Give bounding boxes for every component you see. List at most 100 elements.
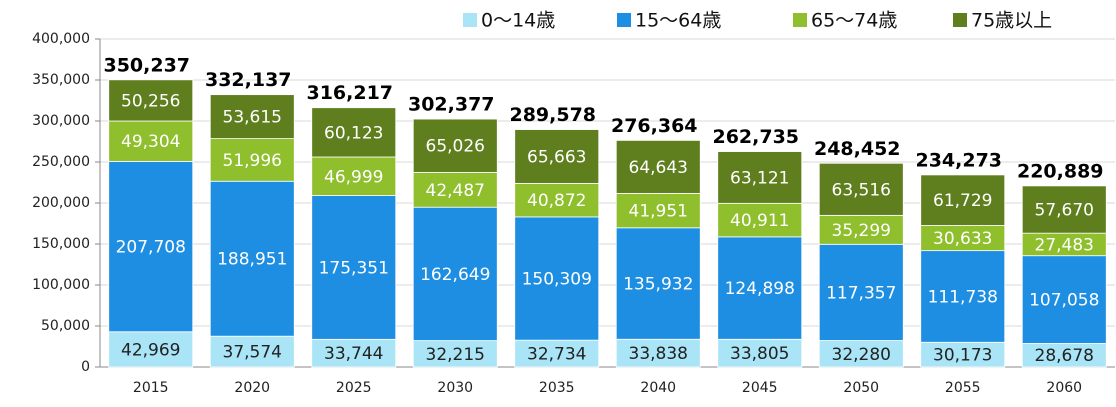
bar-segment: [818, 214, 904, 245]
bar-segment: [209, 94, 295, 140]
data-label: 61,729: [933, 191, 992, 211]
bar-segment: [311, 107, 397, 158]
total-label: 289,578: [509, 104, 596, 126]
bar-segment: [412, 118, 498, 173]
y-tick-label: 200,000: [32, 195, 90, 211]
data-label: 32,734: [527, 345, 586, 365]
bar-segment: [514, 129, 600, 184]
data-label: 35,299: [832, 221, 891, 241]
bar-segment: [717, 202, 803, 238]
total-label: 262,735: [712, 126, 799, 148]
data-label: 40,911: [730, 211, 789, 231]
data-label: 57,670: [1035, 201, 1094, 221]
y-tick-label: 0: [81, 359, 90, 375]
y-tick-label: 50,000: [41, 318, 90, 334]
data-label: 33,805: [730, 344, 789, 364]
y-tick-label: 150,000: [32, 236, 90, 252]
bar-segment: [412, 171, 498, 208]
bar-segment: [108, 161, 194, 333]
data-label: 40,872: [527, 191, 586, 211]
bar-segment: [209, 138, 295, 182]
bar-segment: [209, 180, 295, 337]
x-tick-label: 2025: [336, 380, 372, 396]
x-tick-label: 2040: [640, 380, 676, 396]
data-label: 32,280: [832, 345, 891, 365]
data-label: 65,026: [426, 137, 485, 157]
y-tick-label: 100,000: [32, 277, 90, 293]
data-label: 50,256: [121, 91, 180, 111]
bar-segment: [108, 79, 194, 122]
bar-segment: [717, 236, 803, 340]
data-label: 51,996: [223, 151, 282, 171]
total-label: 248,452: [814, 138, 901, 160]
x-tick-label: 2055: [945, 380, 981, 396]
data-label: 135,932: [623, 275, 693, 295]
y-tick-label: 300,000: [32, 113, 90, 129]
bar-segment: [514, 182, 600, 218]
x-tick-label: 2045: [742, 380, 778, 396]
total-label: 302,377: [408, 94, 495, 116]
bar-segment: [311, 195, 397, 340]
x-tick-label: 2020: [234, 380, 270, 396]
data-label: 33,744: [324, 344, 383, 364]
bar-segment: [412, 206, 498, 341]
bar-segment: [108, 331, 194, 368]
data-label: 64,643: [629, 158, 688, 178]
data-label: 30,633: [933, 229, 992, 249]
legend-swatch: [463, 13, 477, 27]
bar-segment: [818, 162, 904, 216]
bar-segment: [1021, 255, 1107, 344]
data-label: 65,663: [527, 147, 586, 167]
legend-swatch: [953, 13, 967, 27]
data-label: 188,951: [217, 250, 287, 270]
data-label: 111,738: [928, 287, 998, 307]
bar-segment: [412, 340, 498, 368]
data-label: 175,351: [319, 258, 389, 278]
data-label: 53,615: [223, 108, 282, 128]
data-label: 117,357: [826, 283, 896, 303]
legend-label: 75歳以上: [971, 10, 1052, 32]
data-label: 42,969: [121, 340, 180, 360]
bar-segment: [514, 339, 600, 368]
bar-segment: [1021, 185, 1107, 234]
data-label: 37,574: [223, 343, 282, 363]
bar-segment: [108, 120, 194, 162]
legend-label: 0〜14歳: [481, 10, 555, 32]
x-tick-label: 2015: [133, 380, 169, 396]
data-label: 63,516: [832, 180, 891, 200]
legend-swatch: [793, 13, 807, 27]
bar-segment: [920, 225, 1006, 252]
total-label: 220,889: [1017, 160, 1104, 182]
data-label: 107,058: [1029, 291, 1099, 311]
total-label: 316,217: [306, 82, 393, 104]
legend-label: 65〜74歳: [811, 10, 897, 32]
bar-segment: [615, 227, 701, 340]
total-label: 350,237: [103, 54, 190, 76]
data-label: 27,483: [1035, 235, 1094, 255]
y-tick-label: 400,000: [32, 31, 90, 47]
data-label: 46,999: [324, 167, 383, 187]
bar-segment: [311, 156, 397, 196]
legend-swatch: [617, 13, 631, 27]
legend-label: 15〜64歳: [635, 10, 721, 32]
bar-segment: [717, 151, 803, 204]
bar-segment: [920, 250, 1006, 343]
bar-segment: [311, 338, 397, 368]
data-label: 33,838: [629, 344, 688, 364]
data-label: 49,304: [121, 132, 180, 152]
bar-segment: [920, 341, 1006, 368]
bar-segment: [209, 335, 295, 368]
bar-segment: [818, 243, 904, 341]
data-label: 32,215: [426, 345, 485, 365]
total-label: 234,273: [915, 149, 1002, 171]
data-label: 63,121: [730, 168, 789, 188]
bar-segment: [717, 338, 803, 368]
total-label: 276,364: [611, 115, 698, 137]
data-label: 41,951: [629, 202, 688, 222]
bar-segment: [920, 174, 1006, 226]
x-tick-label: 2050: [843, 380, 879, 396]
total-label: 332,137: [205, 69, 292, 91]
data-label: 124,898: [725, 279, 795, 299]
data-label: 28,678: [1035, 346, 1094, 366]
